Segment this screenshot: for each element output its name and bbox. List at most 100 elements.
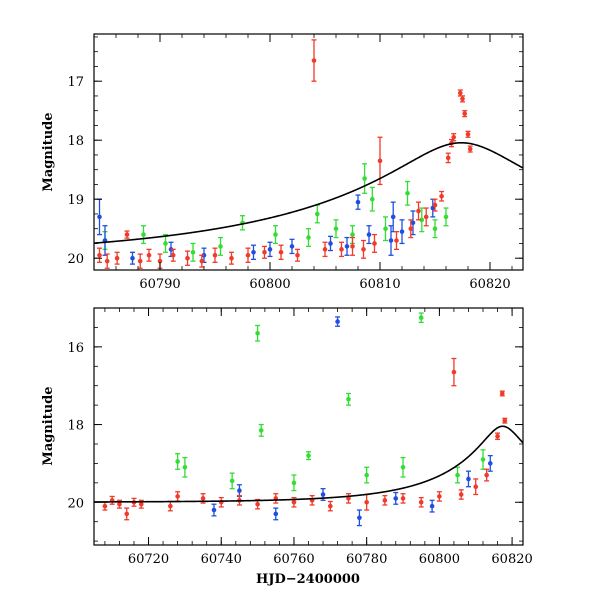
bottom-xtick-label: 60780 (346, 552, 387, 567)
bottom-red-point (400, 493, 406, 504)
bottom-green-point (400, 456, 406, 478)
top-frame (93, 33, 524, 271)
bottom-green-point (455, 466, 461, 484)
bottom-blue-point (429, 499, 435, 513)
top-red-point (408, 219, 414, 239)
bottom-blue-point (273, 507, 279, 521)
top-green-point (369, 186, 375, 212)
bottom-plot-area (94, 312, 523, 527)
top-blue-point (355, 194, 361, 210)
bottom-blue-point (393, 491, 399, 505)
top-red-point (278, 244, 284, 261)
bottom-blue-point (236, 484, 242, 498)
top-blue-point (344, 236, 350, 256)
top-xtick-label: 60820 (469, 277, 510, 292)
top-blue-point (390, 201, 396, 233)
bottom-blue-point (356, 509, 362, 527)
top-xtick-label: 60790 (139, 277, 180, 292)
top-blue-point (388, 225, 394, 256)
bottom-axes: 60720 60740 60760 60780 60800 60820 16 18 20 (67, 307, 533, 567)
top-red-point (137, 253, 143, 269)
top-red-point (372, 233, 377, 253)
bottom-blue-point (465, 470, 471, 488)
top-ytick-label: 20 (67, 252, 84, 267)
bottom-red-point (345, 493, 351, 504)
bottom-blue-point (335, 316, 341, 327)
top-red-point (170, 248, 176, 262)
top-green-point (383, 216, 388, 242)
bottom-blue-point (211, 503, 217, 517)
bottom-red-point (382, 495, 388, 506)
top-green-point (190, 242, 196, 262)
top-red-point (262, 245, 267, 259)
bottom-red-point (124, 507, 130, 521)
bottom-red-point (451, 357, 457, 387)
top-red-point (445, 152, 451, 164)
bottom-ytick-label: 18 (67, 419, 84, 434)
top-red-point (229, 251, 234, 265)
top-green-point (306, 228, 311, 248)
top-blue-point (399, 219, 405, 245)
top-ytick-label: 18 (67, 134, 84, 149)
bottom-red-point (495, 432, 501, 440)
top-red-point (432, 198, 438, 212)
top-green-point (362, 163, 368, 194)
bottom-green-point (291, 474, 297, 492)
top-green-point (419, 207, 425, 233)
top-red-point (199, 254, 205, 268)
bottom-green-point (229, 472, 235, 490)
top-red-point (185, 250, 190, 266)
top-ytick-label: 17 (67, 75, 84, 90)
bottom-red-point (502, 417, 508, 424)
bottom-blue-point (487, 454, 493, 472)
bottom-red-point (436, 491, 442, 502)
top-xtick-label: 60800 (249, 277, 290, 292)
top-red-point (465, 130, 471, 138)
bottom-red-point (116, 499, 122, 509)
top-red-point (462, 110, 468, 118)
top-plot-area (94, 39, 523, 269)
x-axis-title: HJD−2400000 (256, 572, 360, 587)
top-red-point (451, 133, 457, 142)
bottom-red-point (175, 491, 181, 502)
bottom-green-point (480, 449, 486, 470)
top-green-point (405, 180, 410, 206)
bottom-ytick-label: 20 (67, 496, 84, 511)
bottom-xtick-label: 60760 (273, 552, 314, 567)
bottom-red-point (484, 468, 490, 482)
top-ylabel: Magnitude (41, 112, 56, 191)
bottom-red-point (458, 489, 464, 500)
bottom-red-point (200, 493, 206, 504)
top-green-point (273, 225, 278, 245)
bottom-red-point (167, 500, 173, 512)
top-green-point (218, 236, 223, 256)
bottom-red-point (327, 500, 333, 512)
bottom-frame (93, 307, 524, 546)
bottom-red-point (102, 501, 108, 511)
bottom-model-curve (94, 425, 523, 503)
top-red-point (467, 145, 473, 153)
top-blue-point (289, 238, 295, 255)
top-red-point (245, 247, 251, 263)
bottom-green-point (255, 324, 261, 342)
bottom-green-point (175, 453, 181, 470)
top-green-point (443, 207, 449, 227)
top-red-point (114, 251, 120, 265)
top-green-point (163, 233, 168, 253)
bottom-panel: 60720 60740 60760 60780 60800 60820 16 18 20 Mag… (41, 307, 533, 567)
bottom-red-point (499, 390, 505, 397)
top-blue-point (328, 235, 333, 252)
top-red-point (295, 248, 300, 262)
top-red-point (339, 241, 344, 258)
top-red-point (416, 201, 421, 221)
top-blue-point (97, 198, 102, 236)
bottom-green-point (182, 456, 188, 478)
top-red-point (394, 230, 399, 251)
top-ytick-label: 19 (67, 193, 84, 208)
bottom-red-point (218, 496, 224, 508)
top-green-point (333, 219, 339, 239)
top-red-point (311, 39, 317, 82)
bottom-red-point (364, 493, 370, 511)
bottom-red-point (473, 478, 479, 496)
